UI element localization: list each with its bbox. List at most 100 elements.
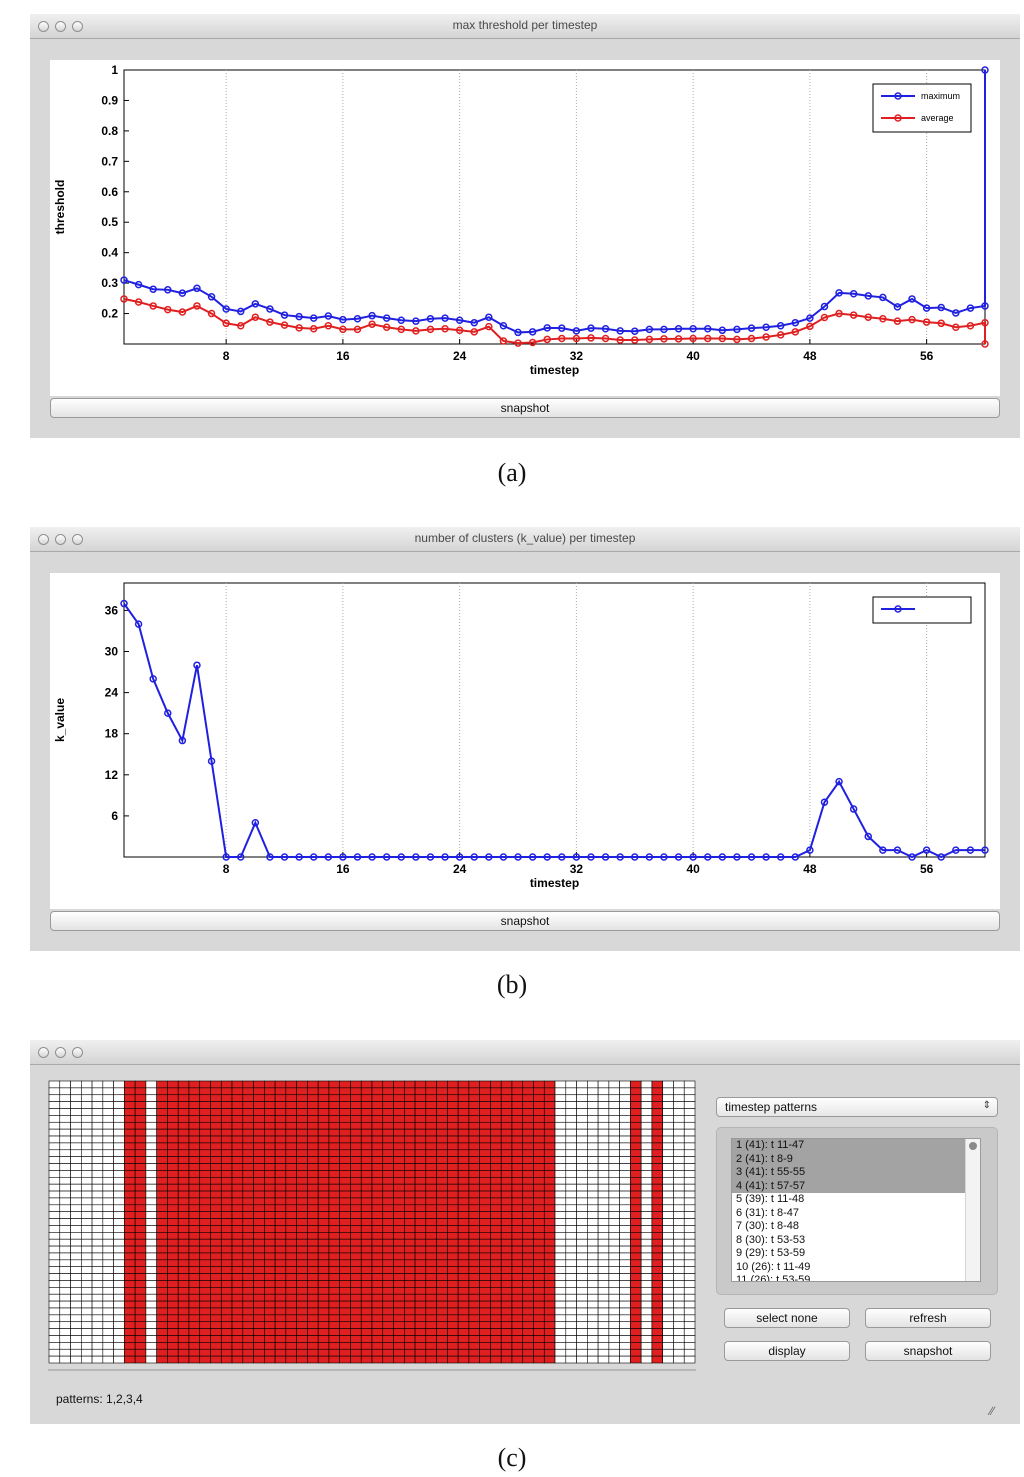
grid-cell[interactable] — [102, 1115, 114, 1123]
grid-cell[interactable] — [597, 1259, 610, 1268]
grid-cell[interactable] — [587, 1115, 599, 1123]
grid-cell[interactable] — [447, 1101, 459, 1109]
grid-cell[interactable] — [48, 1121, 61, 1130]
grid-cell[interactable] — [673, 1266, 685, 1274]
grid-cell[interactable] — [597, 1176, 610, 1185]
grid-cell[interactable] — [124, 1204, 136, 1212]
grid-cell[interactable] — [231, 1293, 244, 1302]
grid-cell[interactable] — [134, 1176, 147, 1185]
grid-cell[interactable] — [48, 1287, 61, 1295]
grid-cell[interactable] — [414, 1204, 427, 1212]
grid-cell[interactable] — [522, 1204, 534, 1212]
grid-cell[interactable] — [587, 1149, 599, 1157]
resize-grip-icon[interactable]: ∕∕ — [990, 1404, 995, 1418]
grid-cell[interactable] — [339, 1190, 351, 1199]
grid-cell[interactable] — [640, 1156, 653, 1164]
grid-cell[interactable] — [576, 1335, 588, 1343]
grid-cell[interactable] — [457, 1197, 470, 1206]
grid-cell[interactable] — [619, 1342, 631, 1350]
grid-cell[interactable] — [328, 1307, 340, 1316]
grid-cell[interactable] — [425, 1163, 437, 1171]
grid-cell[interactable] — [253, 1135, 265, 1144]
grid-cell[interactable] — [457, 1321, 470, 1329]
grid-cell[interactable] — [91, 1232, 104, 1240]
grid-cell[interactable] — [124, 1328, 136, 1336]
grid-cell[interactable] — [683, 1197, 696, 1206]
grid-cell[interactable] — [199, 1163, 211, 1171]
grid-cell[interactable] — [339, 1156, 351, 1164]
grid-cell[interactable] — [296, 1121, 308, 1130]
grid-cell[interactable] — [414, 1328, 427, 1336]
grid-cell[interactable] — [500, 1266, 513, 1274]
grid-cell[interactable] — [597, 1293, 610, 1302]
grid-cell[interactable] — [339, 1080, 351, 1089]
grid-cell[interactable] — [59, 1087, 71, 1096]
grid-cell[interactable] — [382, 1252, 394, 1261]
grid-cell[interactable] — [339, 1121, 351, 1130]
grid-cell[interactable] — [199, 1273, 211, 1281]
grid-cell[interactable] — [307, 1183, 319, 1192]
grid-cell[interactable] — [511, 1293, 524, 1302]
grid-cell[interactable] — [608, 1266, 620, 1274]
grid-cell[interactable] — [414, 1238, 427, 1247]
grid-cell[interactable] — [447, 1328, 459, 1336]
grid-cell[interactable] — [619, 1355, 631, 1364]
close-button[interactable] — [38, 21, 49, 32]
grid-cell[interactable] — [403, 1204, 416, 1212]
grid-cell[interactable] — [167, 1232, 179, 1240]
grid-cell[interactable] — [102, 1204, 114, 1212]
grid-cell[interactable] — [113, 1355, 125, 1364]
grid-cell[interactable] — [360, 1314, 373, 1323]
grid-cell[interactable] — [447, 1183, 459, 1192]
grid-cell[interactable] — [199, 1259, 211, 1268]
grid-cell[interactable] — [124, 1149, 136, 1157]
grid-cell[interactable] — [188, 1300, 201, 1309]
grid-cell[interactable] — [490, 1238, 502, 1247]
grid-cell[interactable] — [167, 1321, 179, 1329]
grid-cell[interactable] — [199, 1204, 211, 1212]
grid-cell[interactable] — [630, 1211, 642, 1219]
grid-cell[interactable] — [533, 1087, 545, 1096]
grid-cell[interactable] — [597, 1149, 610, 1157]
grid-cell[interactable] — [500, 1300, 513, 1309]
grid-cell[interactable] — [393, 1300, 405, 1309]
grid-cell[interactable] — [403, 1252, 416, 1261]
grid-cell[interactable] — [673, 1287, 685, 1295]
grid-cell[interactable] — [683, 1300, 696, 1309]
grid-cell[interactable] — [307, 1108, 319, 1116]
grid-cell[interactable] — [576, 1252, 588, 1261]
grid-cell[interactable] — [414, 1287, 427, 1295]
grid-cell[interactable] — [608, 1348, 620, 1357]
grid-cell[interactable] — [199, 1128, 211, 1137]
grid-cell[interactable] — [457, 1087, 470, 1096]
grid-cell[interactable] — [317, 1348, 330, 1357]
grid-cell[interactable] — [48, 1142, 61, 1151]
grid-cell[interactable] — [210, 1266, 222, 1274]
grid-cell[interactable] — [113, 1135, 125, 1144]
grid-cell[interactable] — [264, 1259, 276, 1268]
grid-cell[interactable] — [576, 1087, 588, 1096]
grid-cell[interactable] — [543, 1080, 556, 1089]
grid-cell[interactable] — [393, 1232, 405, 1240]
grid-cell[interactable] — [167, 1183, 179, 1192]
grid-cell[interactable] — [70, 1142, 82, 1151]
grid-cell[interactable] — [177, 1252, 190, 1261]
grid-cell[interactable] — [350, 1355, 362, 1364]
grid-cell[interactable] — [220, 1108, 233, 1116]
grid-cell[interactable] — [145, 1293, 157, 1302]
grid-cell[interactable] — [360, 1135, 373, 1144]
grid-cell[interactable] — [479, 1094, 491, 1102]
grid-cell[interactable] — [102, 1156, 114, 1164]
grid-cell[interactable] — [360, 1156, 373, 1164]
grid-cell[interactable] — [683, 1204, 696, 1212]
grid-cell[interactable] — [188, 1108, 201, 1116]
grid-cell[interactable] — [371, 1183, 384, 1192]
grid-cell[interactable] — [608, 1321, 620, 1329]
grid-cell[interactable] — [490, 1170, 502, 1178]
grid-cell[interactable] — [210, 1170, 222, 1178]
grid-cell[interactable] — [640, 1328, 653, 1336]
grid-cell[interactable] — [403, 1101, 416, 1109]
grid-cell[interactable] — [264, 1300, 276, 1309]
list-item[interactable]: 11 (26): t 53-59 — [736, 1274, 811, 1282]
grid-cell[interactable] — [70, 1197, 82, 1206]
